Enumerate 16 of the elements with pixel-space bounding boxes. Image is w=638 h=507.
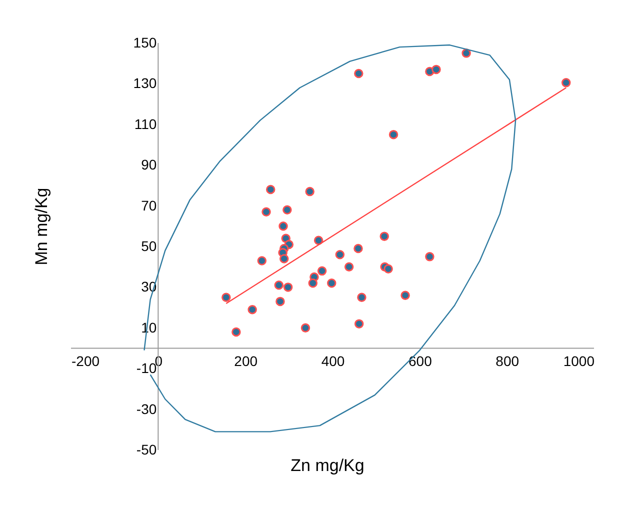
x-tick-label: 600 [408,352,432,369]
x-axis-title: Zn mg/Kg [290,456,364,475]
x-tick-label: 400 [321,352,345,369]
y-tick-label: 150 [133,34,157,50]
y-tick-label: -50 [136,442,157,458]
y-tick-label: 70 [141,197,157,214]
x-tick-label: 800 [496,352,520,369]
x-tick-label: -200 [72,352,100,369]
x-tick-label: 1000 [563,352,595,369]
y-tick-label: -30 [136,400,157,417]
y-tick-label: 130 [133,75,157,92]
y-axis-title: Mn mg/Kg [32,188,51,266]
y-tick-label: 50 [141,238,157,254]
y-tick-label: 110 [134,116,157,132]
x-tick-label: 200 [234,352,258,369]
y-tick-label: 90 [141,156,157,173]
